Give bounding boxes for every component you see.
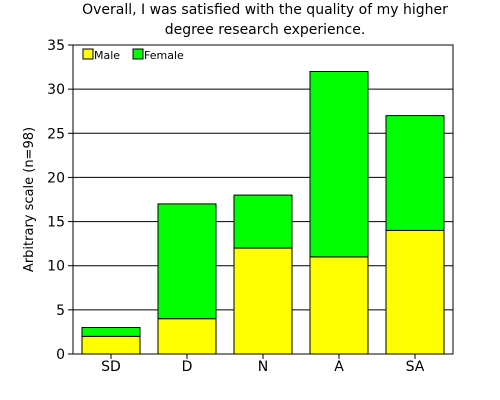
y-tick-label: 30 xyxy=(47,82,65,98)
legend-swatch-male xyxy=(82,48,94,60)
bar-female-d xyxy=(157,203,217,320)
y-axis-title: Arbitrary scale (n=98) xyxy=(22,127,37,272)
bar-male-sd xyxy=(81,335,141,355)
bar-female-n xyxy=(233,194,293,249)
x-tick-label: D xyxy=(182,359,193,375)
bar-male-d xyxy=(157,318,217,355)
legend-label-female: Female xyxy=(144,49,184,62)
chart-title: Overall, I was satisfied with the qualit… xyxy=(82,2,448,38)
legend-label-male: Male xyxy=(94,49,120,62)
y-tick-label: 15 xyxy=(47,215,65,231)
y-tick-label: 10 xyxy=(47,259,65,275)
bar-female-sd xyxy=(81,327,141,337)
bar-female-sa xyxy=(385,115,445,231)
bar-female-a xyxy=(309,70,369,258)
x-tick-label: N xyxy=(258,359,268,375)
y-tick-label: 5 xyxy=(56,303,65,319)
bar-male-sa xyxy=(385,229,445,355)
plot-frame xyxy=(72,44,454,355)
x-tick-label: A xyxy=(334,359,344,375)
y-tick-label: 20 xyxy=(47,170,65,186)
x-tick-label: SD xyxy=(101,359,121,375)
y-tick-label: 35 xyxy=(47,38,65,54)
bar-male-n xyxy=(233,247,293,355)
bar-male-a xyxy=(309,256,369,355)
legend-swatch-female xyxy=(132,48,144,60)
y-tick-label: 25 xyxy=(47,126,65,142)
x-tick-label: SA xyxy=(406,359,425,375)
y-tick-label: 0 xyxy=(56,347,65,363)
